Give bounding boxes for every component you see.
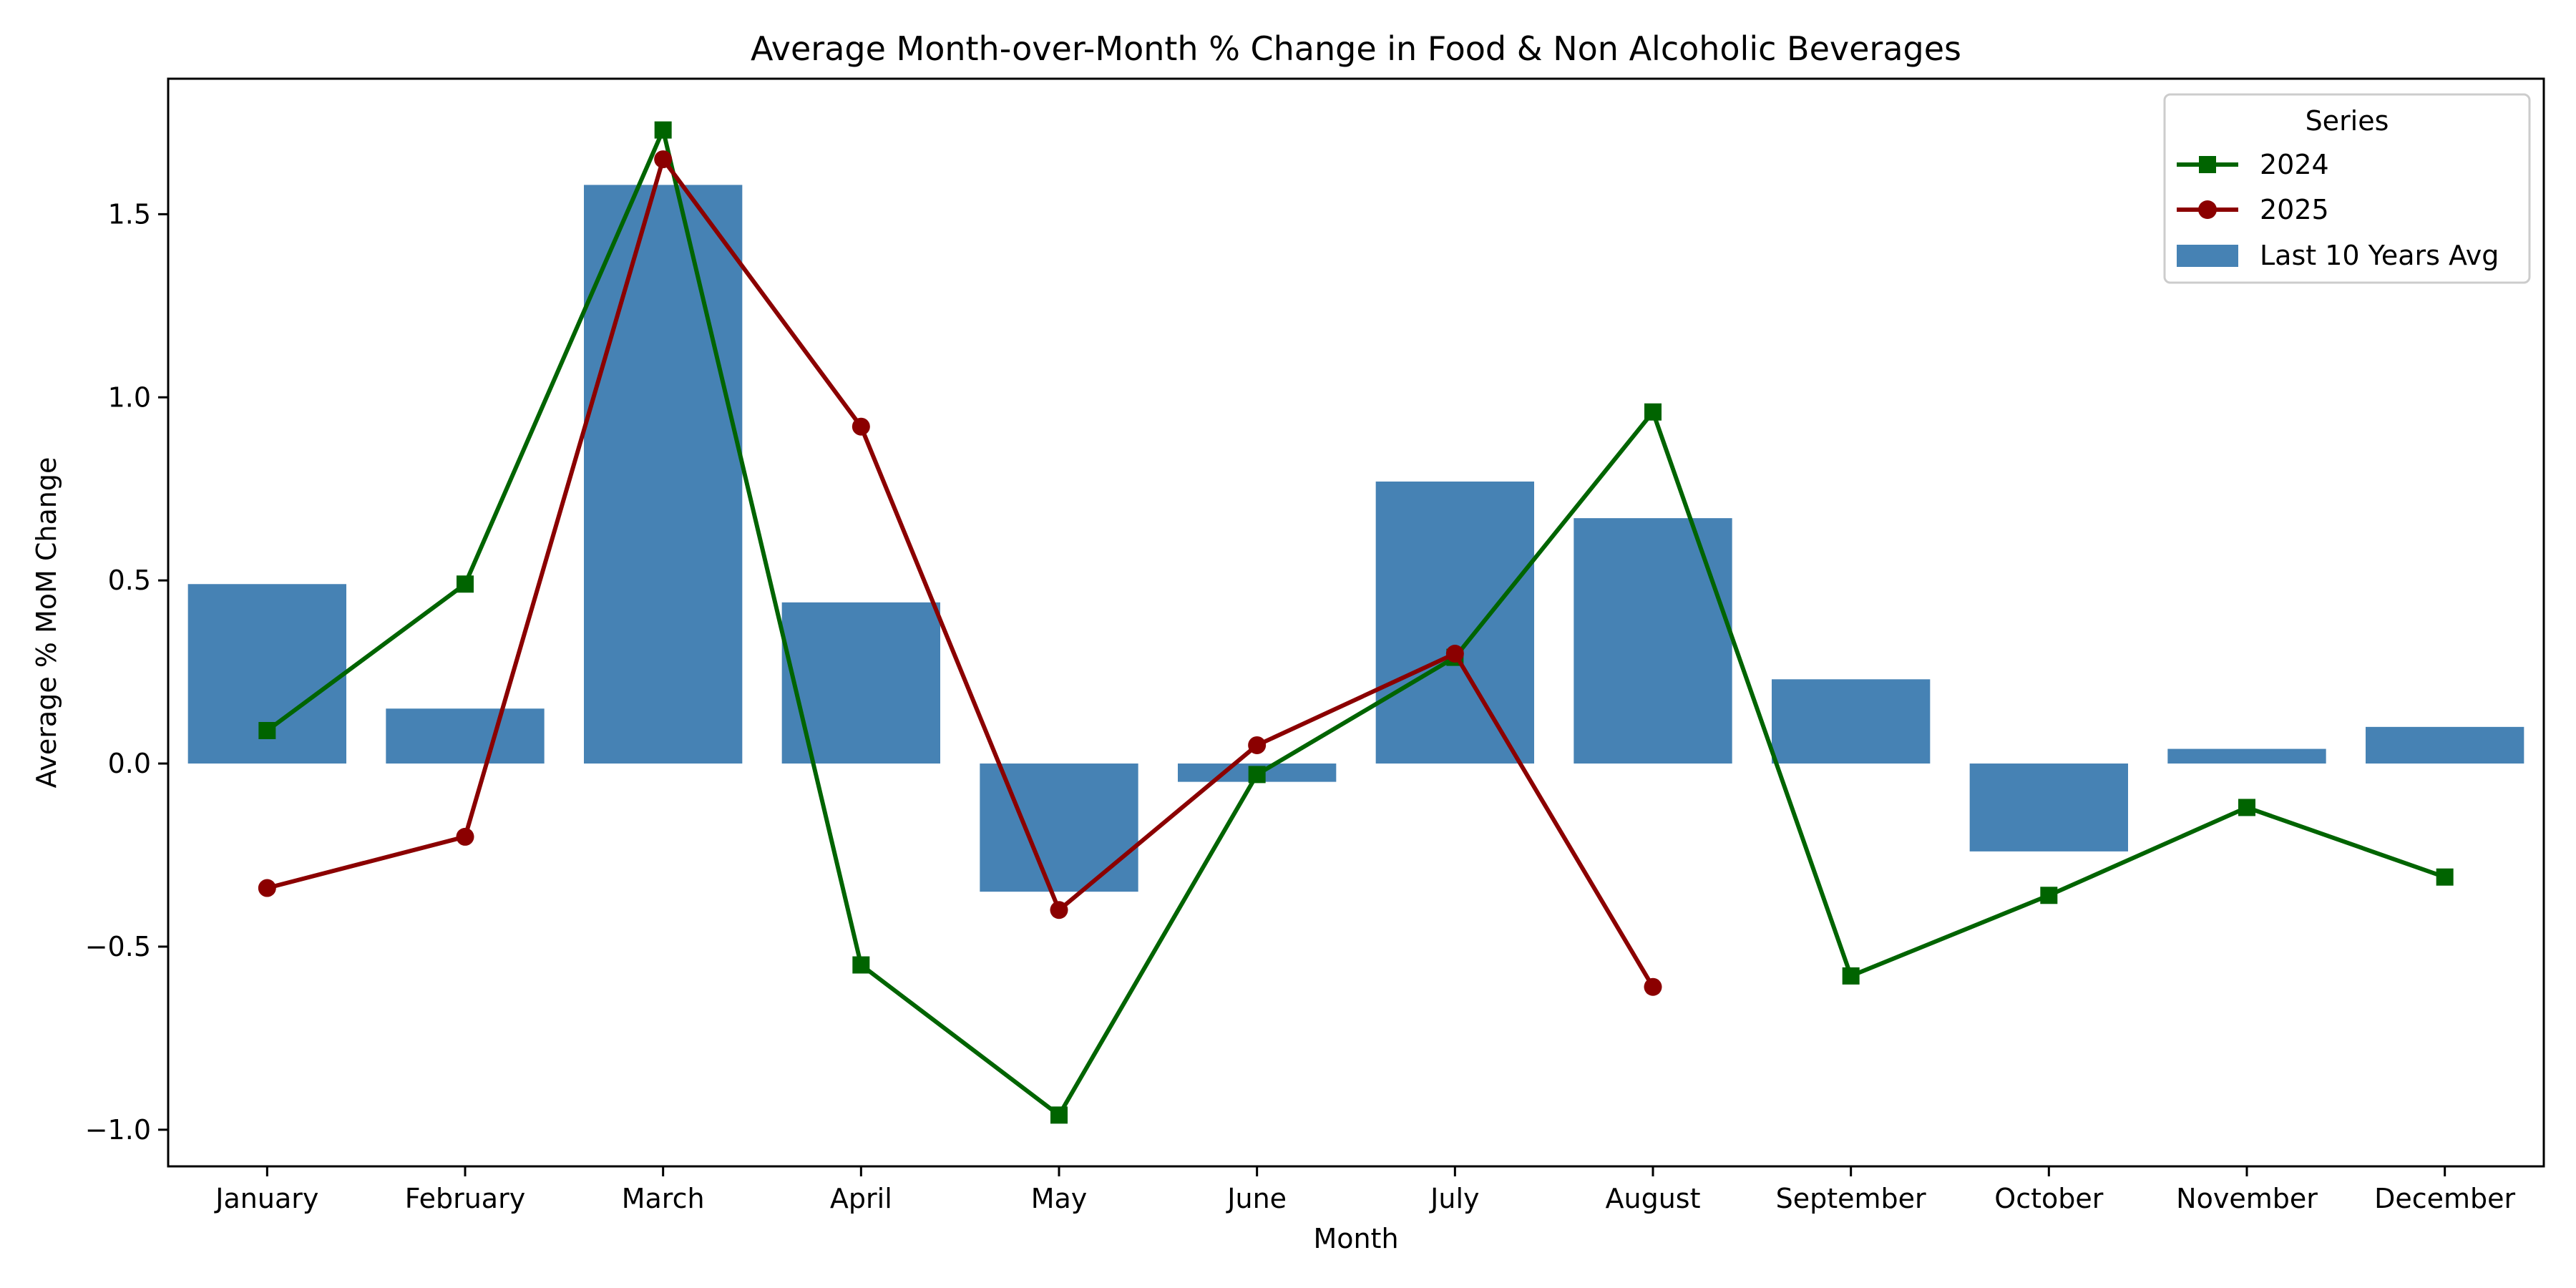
bar-february <box>386 708 545 764</box>
legend-bars-label: Last 10 Years Avg <box>2260 240 2499 271</box>
chart-title: Average Month-over-Month % Change in Foo… <box>751 29 1961 68</box>
series-2024-line <box>265 127 2446 1118</box>
x-tick-label: August <box>1606 1183 1701 1214</box>
y-axis: −1.0 −0.5 0.0 0.5 1.0 1.5 <box>85 198 168 1146</box>
x-axis: January February March April May June July Augu… <box>214 1166 2516 1214</box>
plot-frame <box>167 77 2545 1168</box>
bar-october <box>1969 763 2128 852</box>
x-tick-label: December <box>2374 1183 2515 1214</box>
x-tick-label: September <box>1776 1183 1926 1214</box>
series-2025-point <box>1644 977 1662 996</box>
x-tick-label: April <box>830 1183 892 1214</box>
legend-bars-swatch <box>2177 245 2238 267</box>
bar-march <box>584 185 743 764</box>
y-tick-label: 0.5 <box>108 565 151 596</box>
legend-2024-marker <box>2199 156 2216 173</box>
x-tick-label: January <box>214 1183 318 1214</box>
series-2025-line <box>266 157 1655 988</box>
bar-september <box>1772 679 1931 764</box>
series-2025-point <box>1050 901 1068 919</box>
bar-may <box>980 763 1138 892</box>
y-axis-label: Average % MoM Change <box>31 457 62 789</box>
series-2024-point <box>1248 766 1266 784</box>
x-axis-label: Month <box>1313 1223 1398 1254</box>
series-2025-point <box>456 827 474 846</box>
y-tick-label: 1.0 <box>108 381 151 413</box>
series-2025-point <box>258 879 276 897</box>
series-2025-point <box>852 417 870 436</box>
series-2024-point <box>2436 868 2454 886</box>
bar-july <box>1375 481 1534 764</box>
series-2024-point <box>1644 403 1662 421</box>
x-tick-label: June <box>1226 1183 1287 1214</box>
legend-2024-label: 2024 <box>2260 149 2329 180</box>
x-tick-label: July <box>1429 1183 1479 1214</box>
lines-layer <box>258 121 2454 1124</box>
series-2024-point <box>258 721 276 739</box>
series-2024-point <box>1050 1106 1068 1124</box>
series-2025-point <box>654 150 673 169</box>
series-2025-point <box>1248 736 1267 754</box>
y-tick-label: 0.0 <box>108 748 151 779</box>
y-tick-label: 1.5 <box>108 198 151 230</box>
x-tick-label: February <box>405 1183 525 1214</box>
bar-december <box>2366 726 2524 764</box>
bar-august <box>1574 518 1732 764</box>
bar-november <box>2167 748 2326 764</box>
series-2024-point <box>1842 967 1860 985</box>
y-tick-label: −0.5 <box>85 931 151 962</box>
series-2025-point <box>1445 645 1464 663</box>
legend-2025-label: 2025 <box>2260 194 2329 225</box>
legend-title: Series <box>2306 105 2389 137</box>
legend-2025-marker <box>2198 200 2217 219</box>
series-2024-point <box>654 121 672 139</box>
y-tick-label: −1.0 <box>85 1114 151 1146</box>
series-2024-point <box>2040 887 2058 904</box>
x-tick-label: November <box>2176 1183 2318 1214</box>
legend[interactable]: Series 2024 2025 Last 10 Years Avg <box>2163 93 2531 284</box>
legend-box <box>2163 93 2531 284</box>
series-2024-point <box>457 575 474 593</box>
x-tick-label: May <box>1031 1183 1088 1214</box>
x-tick-label: March <box>622 1183 705 1214</box>
bars-layer <box>187 185 2524 892</box>
x-tick-label: October <box>1994 1183 2103 1214</box>
series-2024-point <box>852 956 870 974</box>
series-2024-point <box>2238 799 2255 816</box>
